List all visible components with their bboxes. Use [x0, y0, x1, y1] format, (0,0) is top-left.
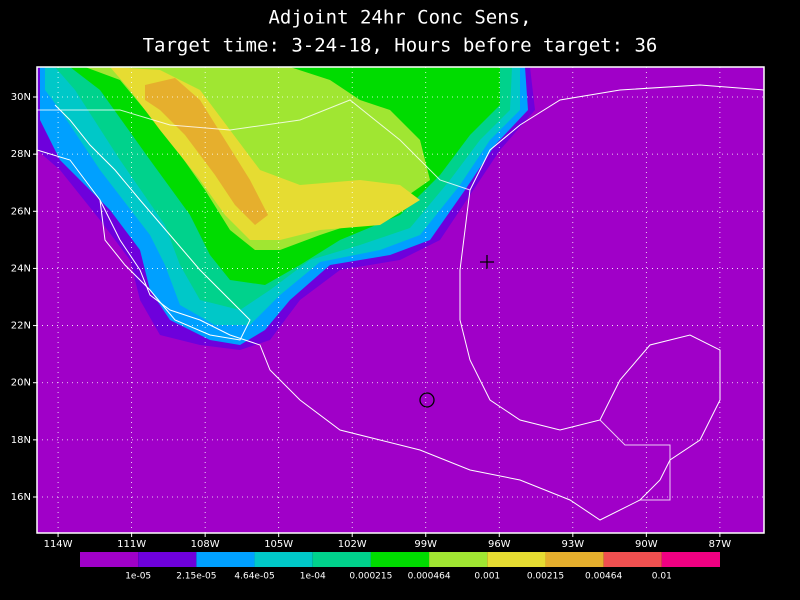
coastlines	[37, 84, 764, 521]
y-tick-label: 28N	[11, 149, 31, 160]
colorbar-label: 0.00215	[527, 572, 564, 582]
colorbar-swatch	[429, 552, 488, 567]
colorbar-swatch	[312, 552, 371, 567]
contour-region	[145, 78, 268, 225]
y-tick-label: 18N	[11, 435, 31, 446]
x-tick-label: 105W	[264, 539, 293, 550]
border	[599, 419, 671, 501]
y-tick-label: 20N	[11, 378, 31, 389]
colorbar-swatch	[487, 552, 546, 567]
x-tick-label: 90W	[635, 539, 658, 550]
source-marker	[419, 392, 435, 408]
colorbar-label: 0.00464	[585, 572, 622, 582]
colorbar-label: 1e-04	[300, 572, 326, 582]
target-marker	[480, 255, 494, 269]
x-tick-label: 111W	[117, 539, 146, 550]
x-tick-label: 102W	[338, 539, 367, 550]
colorbar-label: 0.000464	[408, 572, 451, 582]
y-tick-label: 26N	[11, 206, 31, 217]
contours	[37, 67, 535, 350]
x-tick-label: 96W	[488, 539, 511, 550]
colorbar-label: 0.01	[652, 572, 672, 582]
x-tick-label: 87W	[709, 539, 732, 550]
colorbar-label: 4.64e-05	[234, 572, 274, 582]
colorbar-swatch	[254, 552, 313, 567]
colorbar-swatch	[370, 552, 430, 567]
colorbar-swatch	[196, 552, 255, 567]
colorbar-label: 0.000215	[349, 572, 392, 582]
x-tick-label: 114W	[44, 539, 73, 550]
x-tick-label: 108W	[191, 539, 220, 550]
colorbar-swatch	[80, 552, 139, 567]
title-line: Target time: 3-24-18, Hours before targe…	[143, 35, 658, 57]
colorbar-swatch	[603, 552, 662, 567]
colorbar: 1e-05 2.15e-05 4.64e-05 1e-04 0.000215 0.0004…	[80, 552, 720, 582]
title-line: Adjoint 24hr Conc Sens,	[268, 7, 531, 29]
border	[37, 99, 471, 191]
x-tick-label: 99W	[414, 539, 437, 550]
y-tick-label: 30N	[11, 92, 31, 103]
colorbar-label: 1e-05	[125, 572, 151, 582]
y-tick-label: 24N	[11, 263, 31, 274]
coastline	[54, 104, 251, 341]
x-tick-label: 93W	[562, 539, 585, 550]
y-tick-label: 16N	[11, 492, 31, 503]
colorbar-swatch	[545, 552, 604, 567]
colorbar-swatch	[661, 552, 720, 567]
colorbar-label: 2.15e-05	[176, 572, 216, 582]
colorbar-label: 0.001	[474, 572, 500, 582]
markers	[419, 255, 494, 408]
y-tick-label: 22N	[11, 321, 31, 332]
map-frame	[36, 66, 765, 534]
colorbar-swatch	[138, 552, 197, 567]
